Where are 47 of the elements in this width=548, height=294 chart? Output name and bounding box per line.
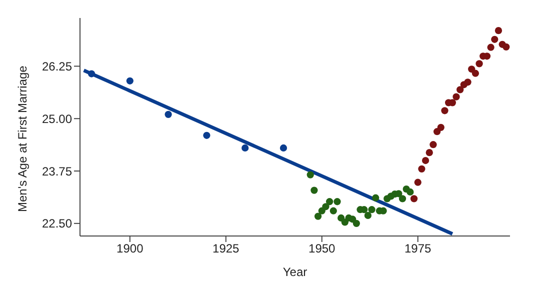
point	[464, 78, 472, 86]
point	[414, 178, 422, 186]
point	[126, 77, 134, 84]
point	[314, 212, 322, 220]
point	[418, 165, 426, 172]
x-tick-label: 1950	[308, 242, 336, 256]
point	[164, 110, 172, 118]
point	[502, 43, 510, 50]
x-tick-label: 1975	[404, 242, 432, 256]
point	[395, 190, 402, 198]
y-axis-title: Men's Age at First Marriage	[15, 65, 30, 212]
y-tick-label: 23.75	[42, 164, 72, 178]
point	[203, 132, 210, 139]
point	[426, 149, 433, 156]
point	[306, 171, 314, 178]
point	[368, 206, 376, 214]
point	[441, 107, 448, 114]
point	[430, 141, 437, 148]
point	[472, 70, 480, 77]
point	[476, 60, 483, 68]
point	[310, 186, 318, 194]
point	[437, 124, 444, 131]
point	[487, 44, 494, 51]
point	[364, 212, 372, 220]
point	[372, 194, 380, 202]
y-tick-label: 26.25	[42, 59, 72, 74]
y-tick-label: 25.00	[42, 112, 72, 126]
point	[352, 220, 360, 227]
y-tick-label: 22.50	[42, 216, 72, 231]
point	[334, 198, 341, 206]
point	[491, 36, 498, 43]
point	[242, 144, 249, 152]
point	[410, 195, 418, 202]
point	[322, 203, 330, 210]
point	[326, 198, 334, 206]
point	[494, 27, 502, 34]
point	[452, 93, 460, 100]
x-tick-label: 1925	[212, 242, 240, 256]
point	[330, 207, 337, 214]
x-tick-label: 1900	[116, 242, 144, 256]
point	[398, 195, 406, 202]
x-axis-title: Year	[282, 265, 308, 279]
point	[88, 70, 96, 78]
point	[422, 156, 430, 164]
point	[406, 188, 414, 196]
point	[280, 144, 288, 152]
point	[456, 86, 464, 94]
